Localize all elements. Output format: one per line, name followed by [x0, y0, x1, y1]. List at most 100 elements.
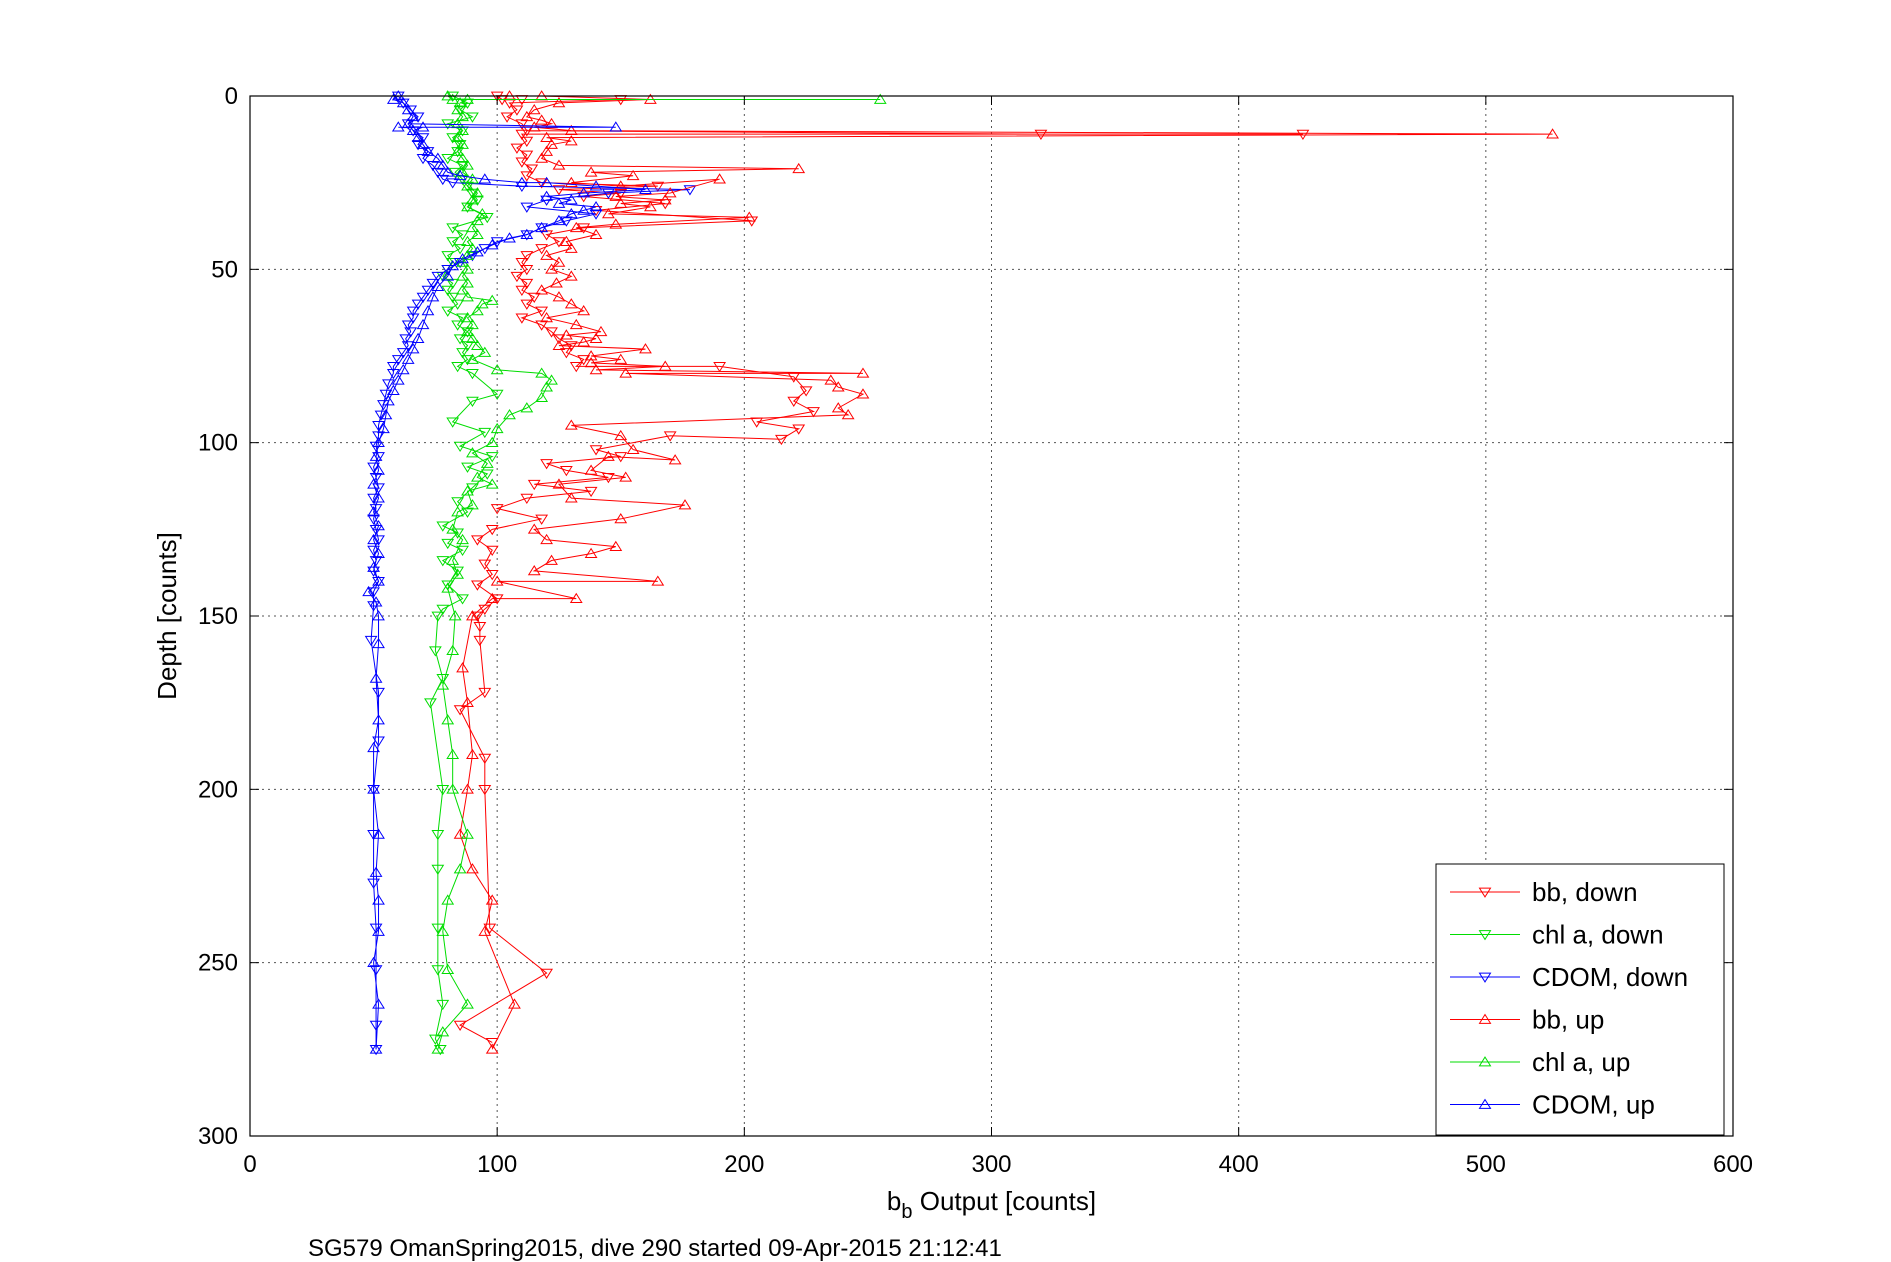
data-point-cdom-down — [367, 878, 380, 889]
data-point-chl-a-down — [424, 698, 437, 709]
data-point-bb-up — [856, 367, 870, 378]
data-point-bb-up — [485, 592, 499, 604]
data-point-chl-a-up — [446, 93, 460, 104]
data-point-chl-a-up — [461, 263, 474, 274]
data-point-cdom-down — [369, 965, 383, 976]
data-point-chl-a-down — [441, 251, 455, 262]
data-point-chl-a-up — [503, 409, 516, 420]
data-point-cdom-up — [372, 714, 385, 725]
data-point-cdom-up — [589, 201, 603, 212]
data-point-cdom-up — [369, 450, 383, 461]
data-point-chl-a-up — [441, 963, 455, 974]
data-point-chl-a-down — [436, 521, 450, 532]
y-tick-label: 300 — [198, 1123, 238, 1150]
x-axis-label-rest: Output [counts] — [913, 1186, 1097, 1216]
data-point-bb-up — [614, 429, 628, 441]
data-point-chl-a-up — [466, 332, 479, 344]
data-point-chl-a-down — [456, 594, 469, 605]
data-point-bb-down — [515, 313, 529, 324]
data-point-bb-up — [609, 190, 623, 201]
data-point-bb-up — [713, 173, 727, 184]
data-point-bb-up — [508, 998, 521, 1009]
data-point-chl-a-down — [431, 611, 445, 622]
data-point-cdom-up — [372, 998, 385, 1009]
data-point-bb-up — [614, 513, 628, 524]
data-point-chl-a-up — [480, 457, 494, 468]
data-point-bb-down — [713, 362, 727, 373]
data-point-bb-up — [540, 131, 554, 142]
data-point-cdom-up — [406, 124, 420, 136]
data-point-cdom-up — [372, 547, 385, 558]
data-point-bb-down — [470, 580, 484, 591]
data-point-chl-a-up — [540, 381, 554, 392]
data-point-cdom-down — [386, 368, 400, 380]
data-point-cdom-down — [683, 185, 697, 196]
data-point-chl-a-up — [461, 277, 474, 288]
data-point-chl-a-down — [466, 112, 479, 123]
data-point-cdom-up — [456, 253, 469, 264]
data-point-cdom-up — [372, 637, 385, 649]
y-tick-label: 50 — [211, 256, 238, 283]
legend: bb, down chl a, down CDOM, down bb, up chl a… — [1435, 863, 1725, 1136]
data-point-bb-up — [594, 325, 608, 337]
data-point-bb-down — [520, 278, 534, 290]
data-point-bb-down — [584, 486, 598, 498]
series-bb-down — [453, 91, 1310, 1049]
data-point-bb-up — [584, 357, 598, 368]
data-point-bb-down — [614, 188, 628, 199]
series-chl-a-up — [431, 90, 887, 1054]
data-point-cdom-up — [372, 492, 385, 503]
data-point-cdom-down — [372, 576, 385, 588]
data-point-chl-a-up — [456, 270, 469, 281]
data-point-chl-a-up — [441, 582, 455, 593]
data-point-bb-up — [490, 575, 504, 586]
data-point-chl-a-down — [480, 469, 494, 480]
data-point-cdom-up — [535, 221, 549, 233]
data-point-bb-down — [520, 150, 534, 161]
data-point-bb-down — [515, 157, 529, 168]
data-point-chl-a-up — [466, 173, 479, 184]
data-point-chl-a-down — [436, 556, 450, 567]
data-point-cdom-up — [503, 232, 516, 243]
data-point-cdom-down — [386, 362, 400, 373]
data-point-cdom-up — [540, 176, 554, 188]
data-point-chl-a-up — [461, 93, 474, 104]
data-point-bb-down — [535, 244, 549, 255]
series-cdom-up — [362, 90, 652, 1054]
data-point-chl-a-up — [448, 610, 462, 621]
data-point-bb-down — [540, 968, 554, 979]
data-point-bb-up — [564, 298, 578, 309]
data-point-chl-a-up — [461, 235, 474, 246]
data-point-chl-a-down — [436, 999, 450, 1011]
data-point-bb-down — [500, 112, 514, 123]
data-point-chl-a-up — [490, 363, 504, 375]
x-tick-label: 100 — [477, 1151, 517, 1178]
data-point-chl-a-up — [466, 194, 479, 205]
data-point-bb-up — [456, 662, 469, 673]
data-point-cdom-up — [411, 131, 425, 142]
x-tick-label: 400 — [1219, 1151, 1259, 1178]
data-point-cdom-up — [386, 384, 400, 396]
data-point-cdom-up — [396, 97, 410, 108]
data-point-chl-a-up — [446, 523, 460, 534]
data-point-chl-a-up — [466, 318, 479, 330]
x-tick-label: 300 — [971, 1151, 1011, 1178]
data-point-bb-down — [787, 396, 801, 407]
data-point-cdom-up — [453, 169, 467, 181]
data-point-bb-down — [799, 386, 813, 397]
data-point-bb-down — [510, 271, 524, 283]
data-point-chl-a-down — [456, 348, 469, 359]
data-point-cdom-down — [416, 133, 430, 144]
legend-marker — [1478, 1056, 1492, 1067]
data-point-bb-down — [470, 535, 484, 546]
data-point-bb-up — [552, 159, 566, 170]
data-point-cdom-up — [416, 138, 430, 149]
data-point-chl-a-up — [535, 367, 549, 378]
data-point-chl-a-up — [441, 714, 455, 725]
data-point-chl-a-up — [466, 242, 479, 253]
data-point-bb-up — [461, 696, 474, 708]
data-point-chl-a-down — [431, 830, 445, 841]
data-point-chl-a-up — [461, 485, 474, 496]
data-point-chl-a-up — [451, 568, 465, 579]
data-point-cdom-down — [367, 587, 380, 598]
